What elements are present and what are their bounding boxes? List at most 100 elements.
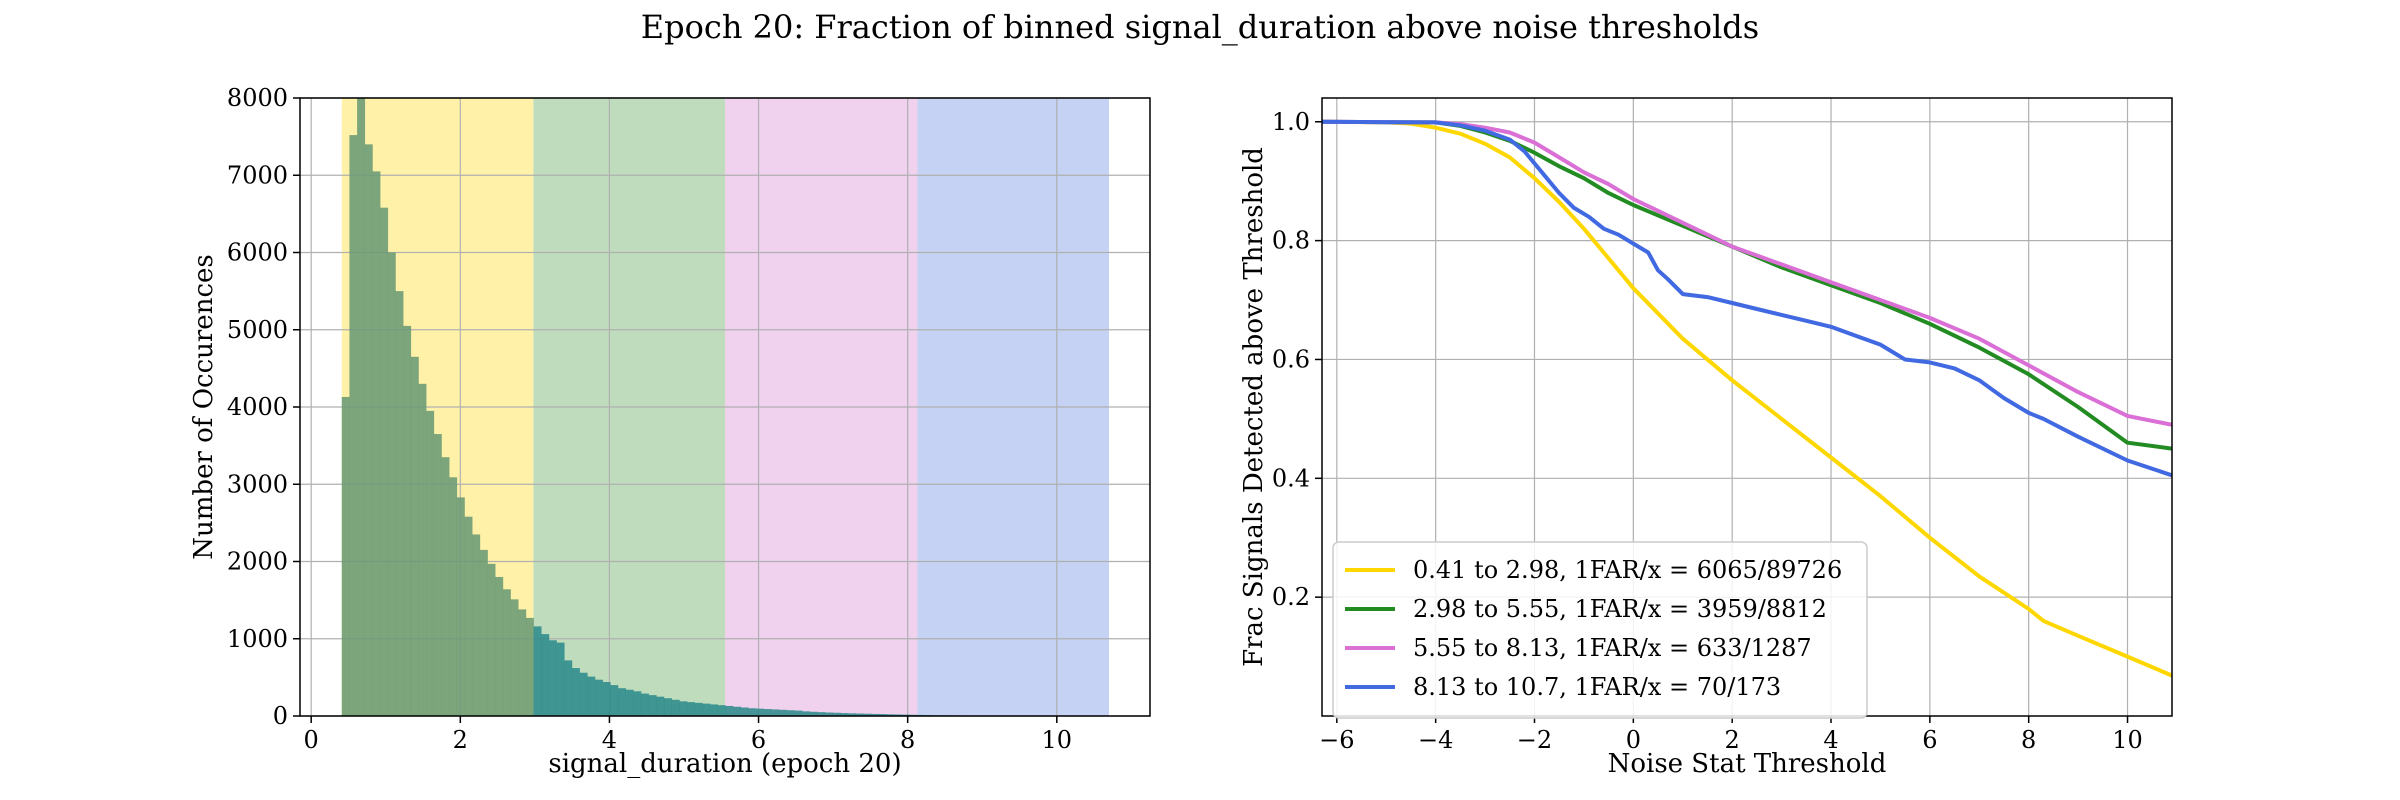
histogram-bar (426, 410, 435, 716)
histogram-bar (341, 396, 350, 716)
histogram-bar (886, 714, 895, 716)
histogram-bar (763, 709, 772, 716)
histogram-bar (694, 702, 703, 716)
histogram-bar (380, 207, 389, 716)
histogram-bar (479, 549, 488, 716)
histogram-bar (633, 691, 642, 716)
legend: 0.41 to 2.98, 1FAR/x = 6065/89726 2.98 to… (1332, 541, 1868, 719)
histogram-bar (640, 693, 649, 716)
line-chart-x-tick-label: 8 (2021, 726, 2036, 754)
series-line-1 (1322, 119, 2172, 678)
histogram-bar (671, 699, 680, 716)
histogram-bar (472, 534, 481, 716)
histogram-bar (441, 457, 450, 716)
histogram-bar (456, 497, 465, 716)
line-chart-series (1322, 119, 2172, 678)
histogram-bar (871, 713, 880, 716)
histogram-bar (387, 252, 396, 716)
legend-label-1: 0.41 to 2.98, 1FAR/x = 6065/89726 (1413, 556, 1842, 584)
line-chart-y-axis-label: Frac Signals Detected above Threshold (1239, 147, 1269, 667)
histogram-y-axis-label: Number of Occurences (189, 254, 219, 559)
histogram-bar (357, 98, 366, 716)
line-chart-x-tick-label: 6 (1922, 726, 1937, 754)
line-chart-y-tick-label: 0.2 (1272, 583, 1310, 611)
histogram-bar (433, 434, 442, 716)
histogram-bar (364, 144, 373, 717)
histogram-bar (748, 708, 757, 716)
histogram-x-tick-label: 8 (900, 726, 915, 754)
histogram-bar (533, 626, 542, 716)
histogram-y-tick-label: 4000 (227, 393, 288, 421)
histogram-bar (855, 713, 864, 716)
histogram-bar (372, 171, 381, 716)
histogram-bar (403, 325, 412, 716)
histogram-bar (594, 679, 603, 716)
histogram-bar (625, 689, 634, 716)
legend-box (1332, 541, 1868, 719)
histogram-bar (825, 712, 834, 716)
histogram-bar (541, 634, 550, 716)
histogram-bar (663, 698, 672, 716)
series-line-4 (1322, 119, 2172, 478)
histogram-x-tick-label: 10 (1042, 726, 1073, 754)
histogram-bar (449, 477, 458, 716)
line-chart-y-tick-label: 0.4 (1272, 464, 1310, 492)
legend-label-4: 8.13 to 10.7, 1FAR/x = 70/173 (1413, 673, 1781, 701)
histogram-bar (756, 708, 765, 716)
histogram-bar (710, 704, 719, 716)
histogram-y-tick-label: 2000 (227, 548, 288, 576)
histogram-x-tick-label: 0 (304, 726, 319, 754)
legend-label-3: 5.55 to 8.13, 1FAR/x = 633/1287 (1413, 634, 1812, 662)
series-line-2 (1322, 119, 2172, 451)
histogram-y-tick-label: 6000 (227, 239, 288, 267)
histogram-bar (840, 713, 849, 716)
histogram-bar (740, 707, 749, 716)
histogram-y-tick-label: 3000 (227, 470, 288, 498)
histogram-bar (809, 711, 818, 716)
line-chart-x-tick-label: 4 (1823, 726, 1838, 754)
histogram-bar (564, 660, 573, 716)
histogram-bar (464, 516, 473, 716)
histogram-bar (395, 291, 404, 716)
histogram-bar (571, 668, 580, 716)
histogram-bar (518, 609, 527, 716)
histogram-bar (587, 676, 596, 716)
line-chart-x-tick-label: −4 (1418, 726, 1453, 754)
histogram-bar (786, 710, 795, 716)
histogram-bar (510, 599, 519, 716)
histogram-bar (487, 563, 496, 716)
line-chart-y-tick-label: 0.8 (1272, 227, 1310, 255)
histogram-bar (495, 576, 504, 716)
histogram-bar (349, 135, 358, 716)
histogram-bar (725, 705, 734, 716)
line-chart-x-tick-label: −6 (1319, 726, 1354, 754)
line-chart-x-tick-label: −2 (1517, 726, 1552, 754)
line-chart-x-axis-label: Noise Stat Threshold (1608, 749, 1887, 779)
line-chart-x-tick-label: 0 (1626, 726, 1641, 754)
histogram-bar (617, 688, 626, 716)
histogram-bar (602, 682, 611, 716)
histogram-x-tick-label: 6 (751, 726, 766, 754)
line-chart-x-tick-label: 2 (1725, 726, 1740, 754)
histogram-bar (410, 356, 419, 716)
histogram-y-tick-label: 8000 (227, 84, 288, 112)
histogram-bar (418, 383, 427, 716)
figure-title: Epoch 20: Fraction of binned signal_dura… (641, 8, 1759, 46)
histogram-bar (679, 701, 688, 716)
histogram-x-tick-label: 2 (453, 726, 468, 754)
legend-label-2: 2.98 to 5.55, 1FAR/x = 3959/8812 (1413, 595, 1827, 623)
histogram-bar (848, 713, 857, 716)
histogram-x-tick-label: 4 (602, 726, 617, 754)
line-chart-y-tick-label: 0.6 (1272, 345, 1310, 373)
histogram-bar (610, 685, 619, 716)
histogram-frame (299, 97, 1151, 717)
histogram-x-axis-label: signal_duration (epoch 20) (548, 749, 901, 779)
histogram-bar (525, 617, 534, 716)
histogram-bar (648, 695, 657, 716)
series-line-3 (1322, 119, 2172, 427)
histogram-y-tick-label: 7000 (227, 161, 288, 189)
histogram-bar (863, 713, 872, 716)
histogram-y-tick-label: 1000 (227, 625, 288, 653)
histogram-ticks: 0 2 4 6 8 10 0 1000 2000 3000 4000 5000 6000 7000 8000 (227, 84, 1072, 754)
